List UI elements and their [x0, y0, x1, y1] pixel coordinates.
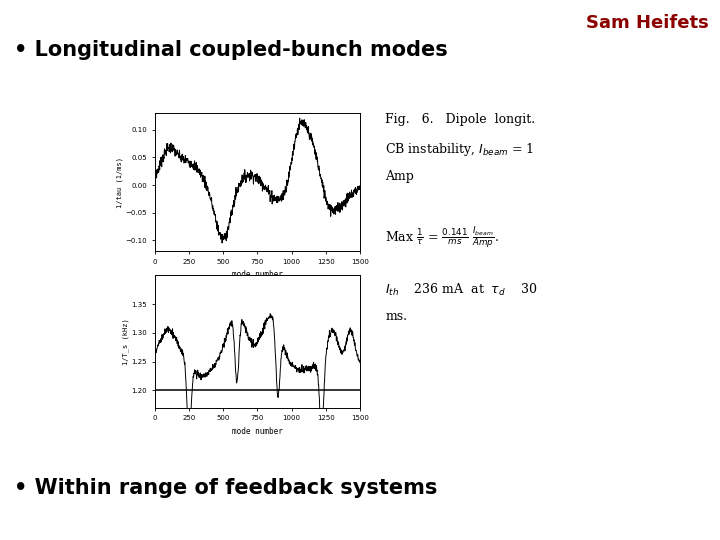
Text: • Longitudinal coupled-bunch modes: • Longitudinal coupled-bunch modes	[14, 40, 448, 60]
Y-axis label: 1/T_s (kHz): 1/T_s (kHz)	[122, 318, 129, 365]
Text: CB instability, $\mathit{I}_{beam}$ = 1: CB instability, $\mathit{I}_{beam}$ = 1	[385, 141, 534, 158]
Text: $\mathit{I}_{th}$    236 mA  at  $\tau_d$    30: $\mathit{I}_{th}$ 236 mA at $\tau_d$ 30	[385, 282, 538, 298]
Text: Sam Heifets: Sam Heifets	[587, 14, 709, 31]
X-axis label: mode number: mode number	[232, 271, 283, 279]
Text: ms.: ms.	[385, 310, 408, 323]
Text: • Within range of feedback systems: • Within range of feedback systems	[14, 478, 438, 498]
Text: Fig.   6.   Dipole  longit.: Fig. 6. Dipole longit.	[385, 113, 536, 126]
Text: Max $\frac{1}{\tau}$ = $\frac{0.141}{ms}$ $\frac{\mathit{I}_{beam}}{Amp}$.: Max $\frac{1}{\tau}$ = $\frac{0.141}{ms}…	[385, 226, 499, 251]
Text: Amp: Amp	[385, 170, 414, 183]
X-axis label: mode number: mode number	[232, 427, 283, 436]
Y-axis label: 1/tau (1/ms): 1/tau (1/ms)	[116, 157, 122, 208]
